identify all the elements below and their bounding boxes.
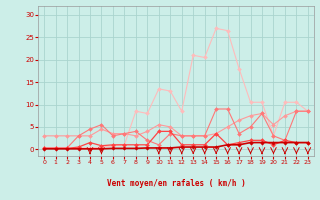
- X-axis label: Vent moyen/en rafales ( km/h ): Vent moyen/en rafales ( km/h ): [107, 179, 245, 188]
